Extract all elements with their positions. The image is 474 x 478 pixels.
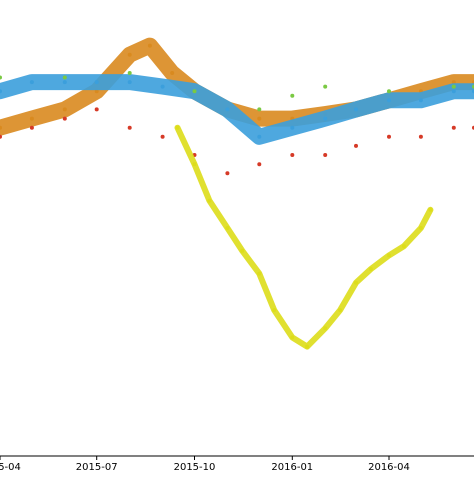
series-3-point-13 xyxy=(418,134,423,139)
series-3-point-12 xyxy=(387,134,391,139)
series-3-point-7 xyxy=(225,171,230,176)
series-4-point-11 xyxy=(354,280,358,285)
chart-marks xyxy=(0,37,474,350)
series-2-point-5 xyxy=(290,93,295,98)
x-tick-label: 2016-04 xyxy=(368,462,410,473)
series-4-point-10 xyxy=(338,308,343,313)
series-3-point-2 xyxy=(62,116,67,121)
x-tick-label: 2016-01 xyxy=(271,462,313,473)
series-3-point-8 xyxy=(257,162,262,167)
series-4-point-15 xyxy=(418,226,423,230)
series-0-point-6 xyxy=(170,71,175,75)
x-tick-label: 2015-07 xyxy=(76,462,118,473)
series-0-point-15 xyxy=(451,80,456,85)
x-axis-ticks: 2015-042015-072015-102016-012016-042016-… xyxy=(0,456,410,473)
series-0-point-3 xyxy=(94,89,99,94)
series-4-point-6 xyxy=(272,308,277,313)
series-1-point-4 xyxy=(127,80,132,85)
series-2-point-0 xyxy=(0,75,2,80)
series-4-point-3 xyxy=(225,226,230,230)
series-4-point-5 xyxy=(257,271,262,276)
series-4-point-14 xyxy=(401,244,406,249)
series-1-point-14 xyxy=(451,89,456,94)
series-3-point-10 xyxy=(323,153,328,157)
series-0-point-4 xyxy=(127,52,132,57)
series-0-point-5 xyxy=(147,43,152,48)
series-4-point-8 xyxy=(305,344,310,349)
series-1-point-7 xyxy=(225,107,230,112)
series-4-point-2 xyxy=(207,198,212,203)
series-1-point-3 xyxy=(94,80,99,85)
series-2-point-2 xyxy=(127,71,132,75)
series-0-point-2 xyxy=(62,107,67,112)
series-4-point-0 xyxy=(175,125,180,130)
series-2-point-8 xyxy=(451,84,456,89)
series-1-point-9 xyxy=(290,125,295,130)
x-tick-label: 2015-10 xyxy=(174,462,216,473)
series-1-point-10 xyxy=(323,116,328,121)
series-1-band xyxy=(0,74,474,145)
series-1-point-8 xyxy=(257,134,262,139)
series-3-point-4 xyxy=(127,125,132,130)
series-2-point-1 xyxy=(62,75,67,80)
series-4-point-1 xyxy=(192,162,197,167)
series-1-point-11 xyxy=(354,107,358,112)
series-4 xyxy=(174,124,434,350)
series-3-point-3 xyxy=(94,107,99,112)
series-3-point-1 xyxy=(29,125,34,130)
series-0-point-1 xyxy=(29,116,34,121)
x-tick-label: 2015-04 xyxy=(0,462,21,473)
series-2-point-7 xyxy=(387,89,391,94)
series-0-point-9 xyxy=(257,116,262,121)
series-1-point-1 xyxy=(29,80,34,85)
series-2-point-4 xyxy=(257,107,262,112)
series-4-point-4 xyxy=(240,248,245,253)
series-1 xyxy=(0,74,474,145)
series-4-point-13 xyxy=(387,253,391,258)
series-2-point-6 xyxy=(323,84,328,89)
series-3-point-14 xyxy=(451,125,456,130)
series-1-point-2 xyxy=(62,80,67,85)
series-4-point-16 xyxy=(428,207,433,212)
series-4-point-12 xyxy=(368,267,373,271)
series-4-point-9 xyxy=(323,326,328,331)
series-3-point-11 xyxy=(354,143,358,148)
series-3-point-0 xyxy=(0,134,2,139)
series-3-point-9 xyxy=(290,153,295,157)
series-1-point-12 xyxy=(387,98,391,103)
series-0-point-0 xyxy=(0,125,2,130)
series-2-point-3 xyxy=(192,89,197,94)
series-3-point-5 xyxy=(160,134,165,139)
series-4-point-7 xyxy=(290,335,295,340)
series-1-point-0 xyxy=(0,89,2,94)
series-1-point-5 xyxy=(160,84,165,89)
series-1-point-13 xyxy=(418,98,423,103)
series-3 xyxy=(0,107,474,176)
